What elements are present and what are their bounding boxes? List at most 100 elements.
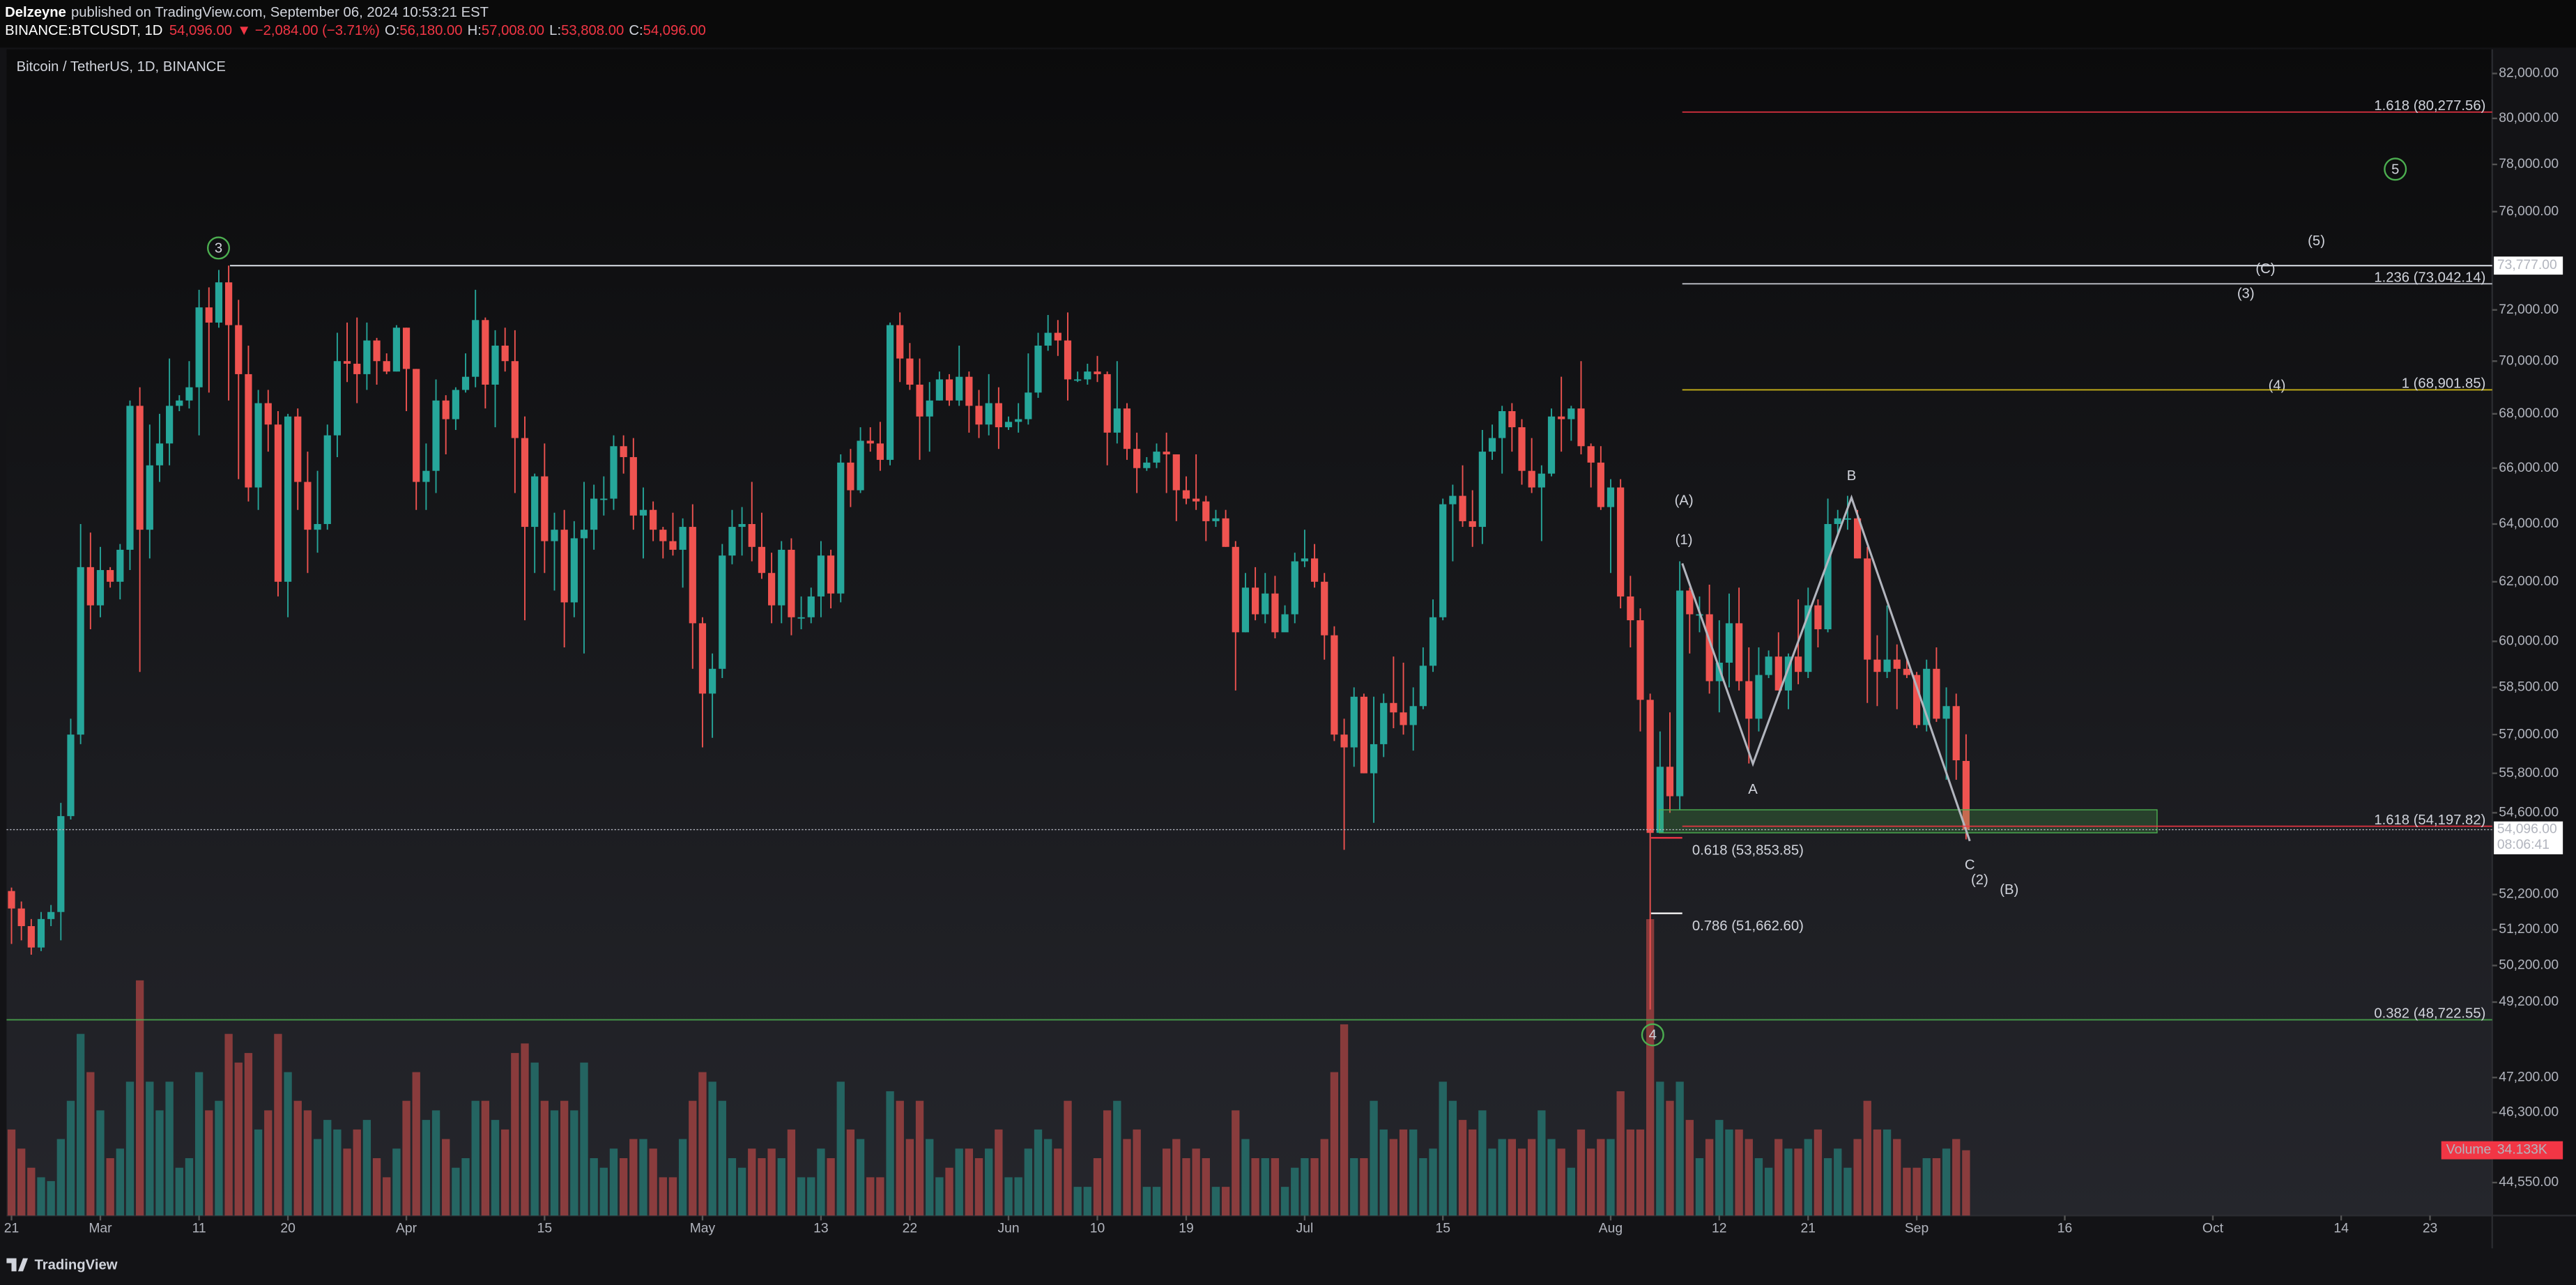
candle-body (1962, 760, 1970, 830)
volume-bar (1863, 1100, 1871, 1216)
candle-body (1015, 419, 1022, 422)
h: 57,008.00 (482, 23, 544, 38)
candle-body (1824, 523, 1832, 630)
logo-icon (6, 1258, 29, 1272)
y-tick-label: 50,200.00 (2499, 958, 2559, 973)
x-tick-label: May (690, 1221, 716, 1236)
volume-bar (1557, 1148, 1565, 1216)
price-box (2494, 256, 2563, 275)
x-tick-label: Mar (89, 1221, 112, 1236)
volume-bar (215, 1100, 223, 1216)
x-tick-label: 15 (1435, 1221, 1450, 1236)
candle-body (1281, 614, 1289, 633)
candle-body (77, 567, 84, 735)
volume-bar (955, 1148, 963, 1216)
last-price-label: 54,096.00 (2497, 822, 2557, 837)
footer-logo: TradingView (6, 1258, 118, 1273)
volume-bar (1754, 1157, 1763, 1216)
x-tick-label: 10 (1090, 1221, 1105, 1236)
y-tick-label: 51,200.00 (2499, 922, 2559, 937)
candle-body (254, 403, 262, 488)
candle-body (886, 325, 894, 460)
candle-body (551, 530, 558, 541)
candle-body (166, 406, 174, 444)
x-tick-label: 15 (537, 1221, 552, 1236)
candle-body (1143, 462, 1151, 468)
candle-body (1232, 546, 1239, 633)
volume-bar (659, 1177, 667, 1216)
candle-body (1153, 452, 1160, 463)
candle-body (521, 438, 529, 528)
candle-body (817, 555, 825, 597)
volume-bar (323, 1120, 332, 1216)
candle-body (1498, 411, 1506, 438)
candle-body (1054, 332, 1061, 341)
candle-body (906, 358, 914, 385)
fib-label: 0.786 (51,662.60) (1692, 918, 1804, 934)
candle-body (116, 549, 124, 582)
candle-body (1459, 495, 1466, 521)
volume-bar (1439, 1082, 1447, 1216)
y-tick-label: 46,300.00 (2499, 1105, 2559, 1120)
target-zone (1659, 809, 2158, 833)
candle-body (620, 446, 627, 457)
candle-body (1843, 518, 1852, 520)
y-tick-label: 80,000.00 (2499, 111, 2559, 125)
candle-body (995, 403, 1002, 428)
candle-body (1627, 596, 1634, 621)
candle-body (797, 617, 805, 619)
candle-body (1853, 518, 1862, 559)
volume-bar (629, 1139, 638, 1216)
candle-body (1103, 374, 1111, 433)
volume-bar (1360, 1157, 1368, 1216)
volume-bar (1764, 1167, 1773, 1216)
volume-bar (244, 1053, 253, 1216)
candle-body (402, 328, 411, 369)
volume-bar (1834, 1148, 1842, 1216)
fib-label: 1 (68,901.85) (2402, 376, 2486, 392)
volume-bar (678, 1139, 687, 1216)
volume-bar (1458, 1120, 1467, 1216)
x-tick-label: Oct (2202, 1221, 2224, 1236)
candle-body (264, 403, 272, 425)
candle-body (788, 549, 795, 617)
volume-bar (619, 1157, 628, 1216)
volume-bar (1942, 1148, 1951, 1216)
wave-label: (C) (2255, 261, 2275, 277)
volume-bar (974, 1157, 983, 1216)
candle-body (541, 476, 549, 541)
wave-label: 4 (1649, 1028, 1657, 1043)
volume-legend-name: Volume (2446, 1143, 2491, 1157)
volume-bar (264, 1110, 273, 1216)
volume-bar (896, 1100, 904, 1216)
x-tick-label: 19 (1179, 1221, 1193, 1236)
volume-bar (1379, 1129, 1388, 1216)
candle-body (1636, 620, 1644, 700)
volume-bar (185, 1157, 194, 1216)
volume-bar (1251, 1157, 1259, 1216)
x-tick-label: Aug (1599, 1221, 1623, 1236)
volume-bar (1656, 1082, 1664, 1216)
candle-body (1262, 593, 1269, 615)
candle-body (1715, 662, 1723, 682)
volume-bar (540, 1100, 549, 1216)
y-tick-label: 55,800.00 (2499, 766, 2559, 780)
x-tick-label: Apr (396, 1221, 417, 1236)
axes: 82,000.00 80,000.00 78,000.00 76,000.00 72,0… (4, 66, 2563, 1236)
volume-bar (333, 1129, 342, 1216)
candle-body (1755, 675, 1763, 719)
candle-body (363, 340, 371, 374)
candle-body (1241, 587, 1250, 633)
wave-label: (3) (2237, 286, 2255, 301)
candle-body (1933, 668, 1940, 719)
volume-bar (1883, 1129, 1892, 1216)
volume-bar (856, 1139, 865, 1216)
candle-body (1390, 702, 1397, 713)
candle-body (323, 435, 331, 524)
volume-bar (1932, 1157, 1941, 1216)
volume-bar (402, 1100, 411, 1216)
candle-body (827, 555, 835, 594)
x-tick-label: Jun (997, 1221, 1019, 1236)
candle-body (501, 345, 509, 362)
volume-bar (1261, 1157, 1269, 1216)
